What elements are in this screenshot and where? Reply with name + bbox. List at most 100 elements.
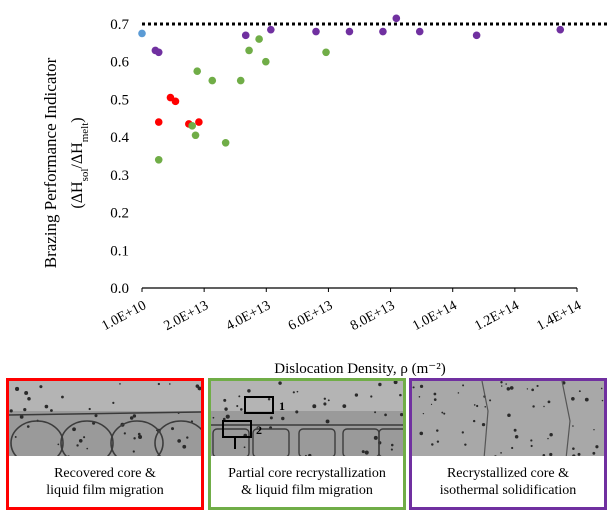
data-point bbox=[138, 29, 146, 38]
micrograph-pit bbox=[129, 416, 134, 420]
caption-line1: Partial core recrystallization bbox=[228, 465, 386, 481]
micrograph-pit bbox=[509, 386, 514, 390]
data-point bbox=[267, 25, 275, 34]
data-point bbox=[241, 31, 250, 40]
micrograph-pit bbox=[549, 432, 553, 437]
micrograph-pit bbox=[323, 402, 327, 406]
micrograph-pit bbox=[472, 419, 476, 423]
y-tick-labels: 0.0 0.1 0.2 0.3 0.4 0.5 0.6 0.7 bbox=[110, 17, 129, 297]
micrograph-pit bbox=[536, 384, 539, 388]
micrograph-pit bbox=[186, 436, 189, 439]
x-tick-labels: 1.0E+10 2.0E+13 4.0E+13 6.0E+13 8.0E+13 1.0E+… bbox=[99, 288, 584, 334]
micrograph-pit bbox=[549, 452, 553, 457]
micrograph-pit bbox=[119, 383, 121, 385]
micrograph-pit bbox=[169, 383, 171, 385]
micrograph-pit bbox=[72, 427, 76, 432]
x-tick-label: 1.0E+10 bbox=[99, 298, 148, 334]
micrograph-pit bbox=[223, 398, 227, 402]
micrograph-pit bbox=[50, 409, 53, 412]
micrograph-pit bbox=[243, 446, 246, 449]
micrograph-pit bbox=[532, 405, 535, 408]
micrograph-pit bbox=[236, 404, 239, 408]
micrograph-pit bbox=[473, 404, 476, 406]
data-point bbox=[392, 14, 401, 23]
micrograph-pit bbox=[530, 444, 533, 448]
y-tick-label: 0.2 bbox=[110, 206, 129, 222]
micrograph-pit bbox=[137, 432, 141, 436]
data-point bbox=[312, 27, 320, 36]
micrograph-pit bbox=[507, 413, 511, 418]
micrograph-pit bbox=[457, 392, 460, 394]
micrograph-pit bbox=[390, 443, 394, 447]
region-label-1: 1 bbox=[279, 399, 285, 413]
micrograph-pit bbox=[281, 416, 285, 421]
micrograph-pit bbox=[462, 384, 465, 387]
caption-line2: isothermal solidification bbox=[439, 482, 577, 498]
y-tick-label: 0.6 bbox=[110, 55, 129, 71]
micrograph-pit bbox=[278, 381, 282, 385]
caption-line1: Recrystallized core & bbox=[446, 465, 570, 481]
y-tick-label: 0.3 bbox=[110, 168, 129, 184]
micrograph-pit bbox=[138, 435, 143, 440]
micrograph-pit bbox=[295, 410, 299, 414]
micrograph-pit bbox=[443, 412, 446, 415]
micrograph-pit bbox=[572, 425, 574, 427]
micrograph-pit bbox=[94, 414, 98, 418]
micrograph-pit bbox=[327, 399, 330, 402]
micrograph-pit bbox=[23, 408, 27, 412]
micrograph-pit bbox=[9, 409, 13, 413]
micrograph-pit bbox=[514, 434, 519, 439]
micrograph-pit bbox=[393, 381, 398, 385]
data-point bbox=[415, 27, 424, 36]
micrograph-pit bbox=[132, 450, 135, 453]
y-tick-label: 0.5 bbox=[110, 92, 129, 108]
x-tick-label: 1.0E+14 bbox=[410, 298, 459, 334]
panel-caption: Recrystallized core & isothermal solidif… bbox=[412, 456, 604, 507]
micrograph-pit bbox=[500, 385, 503, 387]
micrograph-pit bbox=[436, 440, 440, 443]
caption-line1: Recovered core & bbox=[54, 465, 156, 481]
micrograph-pit bbox=[505, 383, 507, 385]
micrograph-pit bbox=[530, 439, 533, 442]
micrograph-pit bbox=[177, 439, 181, 443]
micrograph-grain bbox=[154, 420, 201, 459]
micrograph-pit bbox=[76, 444, 79, 447]
micrograph-pit bbox=[430, 403, 433, 405]
micrograph-pit bbox=[601, 399, 604, 402]
micrograph-image bbox=[9, 381, 201, 459]
micrograph-pit bbox=[269, 416, 273, 420]
micrograph-pit bbox=[577, 452, 581, 456]
micrograph-pit bbox=[39, 385, 43, 389]
micrograph-pit bbox=[436, 429, 439, 432]
micrograph-pit bbox=[292, 391, 295, 394]
micrograph-panel-recovered: Recovered core & liquid film migration bbox=[6, 378, 204, 510]
caption-line2: liquid film migration bbox=[46, 482, 164, 498]
micrograph-pit bbox=[312, 404, 317, 409]
micrograph-pit bbox=[370, 395, 373, 398]
micrograph-pit bbox=[547, 437, 549, 440]
micrograph-pit bbox=[578, 390, 581, 393]
micrograph-pit bbox=[78, 438, 83, 443]
micrograph-pit bbox=[531, 388, 534, 392]
micrograph-pit bbox=[57, 443, 60, 446]
micrograph-pit bbox=[595, 445, 599, 449]
x-tick-label: 4.0E+13 bbox=[224, 298, 273, 334]
micrograph-pit bbox=[431, 443, 434, 446]
micrograph-pit bbox=[412, 386, 415, 389]
micrograph-pit bbox=[484, 406, 487, 408]
micrograph-pit bbox=[441, 411, 444, 414]
micrograph-pit bbox=[500, 381, 503, 384]
micrograph-pit bbox=[584, 397, 589, 402]
micrograph-panel-recrystallized: Recrystallized core & isothermal solidif… bbox=[409, 378, 607, 510]
micrograph-pit bbox=[238, 395, 241, 398]
micrograph-layer bbox=[9, 381, 201, 411]
data-point bbox=[154, 118, 163, 126]
micrograph-pit bbox=[14, 436, 17, 438]
micrograph-pit bbox=[133, 437, 136, 440]
micrograph-pit bbox=[342, 404, 347, 409]
region-label-2: 2 bbox=[256, 423, 262, 437]
x-tick-label: 2.0E+13 bbox=[162, 298, 211, 334]
region-box-1 bbox=[244, 396, 274, 414]
micrograph-pit bbox=[513, 428, 517, 432]
